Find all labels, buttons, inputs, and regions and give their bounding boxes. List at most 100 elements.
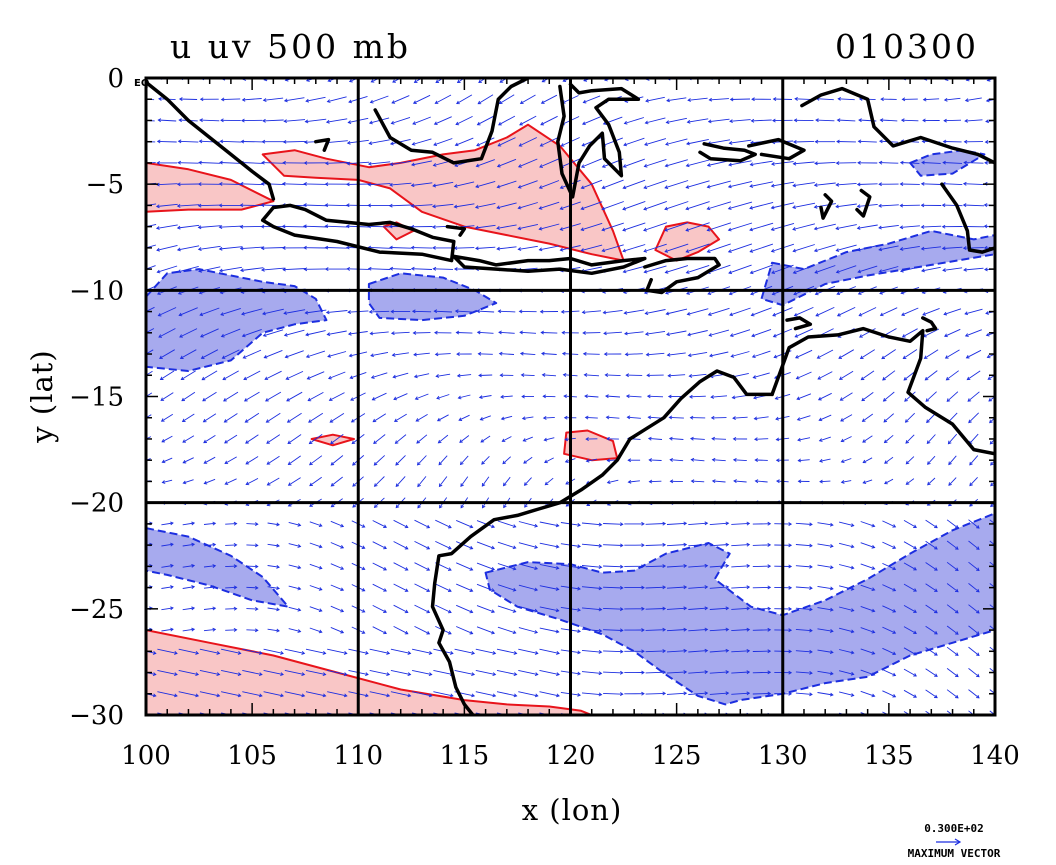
wind-vector — [728, 264, 752, 275]
wind-vector — [840, 479, 852, 484]
vector-shaft — [709, 650, 729, 653]
wind-vector — [729, 119, 751, 124]
vector-shaft — [478, 353, 493, 355]
wind-vector — [968, 668, 980, 678]
vector-shaft — [666, 607, 687, 610]
vector-shaft — [648, 437, 663, 440]
wind-vector — [964, 329, 982, 337]
vector-shaft — [986, 98, 995, 102]
vector-head — [990, 482, 994, 487]
vector-shaft — [946, 625, 959, 635]
vector-shaft — [731, 351, 750, 357]
vector-shaft — [645, 309, 666, 315]
vector-shaft — [926, 434, 936, 444]
vector-shaft — [156, 203, 178, 207]
wind-vector — [643, 179, 667, 190]
vector-shaft — [393, 541, 409, 550]
vector-shaft — [539, 542, 559, 548]
wind-vector — [943, 97, 961, 102]
wind-vector — [946, 710, 954, 715]
wind-vector — [813, 182, 836, 188]
wind-vector — [327, 648, 348, 655]
vector-head — [389, 245, 393, 250]
vector-head — [138, 97, 141, 100]
vector-head — [750, 291, 754, 296]
vector-shaft — [417, 476, 427, 487]
wind-vector — [540, 115, 558, 126]
wind-vector — [731, 627, 751, 632]
wind-vector — [733, 479, 747, 483]
vector-shaft — [645, 650, 666, 653]
vector-head — [218, 246, 223, 251]
wind-vector — [946, 604, 959, 614]
vector-head — [325, 119, 330, 124]
wind-vector — [457, 394, 471, 400]
wind-vector — [727, 243, 753, 253]
wind-vector — [752, 521, 772, 526]
vector-head — [626, 415, 631, 420]
vector-head — [239, 181, 244, 186]
wind-vector — [946, 625, 959, 635]
vector-head — [220, 333, 225, 338]
wind-vector — [306, 371, 325, 380]
vector-head — [976, 652, 980, 657]
vector-shaft — [925, 540, 938, 550]
vector-shaft — [582, 310, 602, 313]
wind-vector — [968, 625, 980, 635]
vector-shaft — [882, 647, 896, 655]
wind-vector — [752, 585, 772, 590]
wind-vector — [242, 349, 262, 359]
wind-vector — [136, 244, 157, 252]
vector-head — [619, 607, 624, 612]
vector-head — [997, 589, 1000, 592]
vector-head — [239, 246, 244, 251]
x-tick-label: 100 — [121, 741, 171, 771]
vector-head — [686, 141, 690, 146]
vector-head — [815, 313, 820, 317]
vector-shaft — [581, 649, 602, 653]
vector-head — [176, 204, 181, 208]
wind-vector — [690, 436, 705, 441]
vector-shaft — [944, 328, 961, 337]
vector-head — [436, 417, 441, 422]
vector-shaft — [199, 648, 220, 654]
vector-head — [829, 671, 834, 676]
vector-head — [254, 585, 259, 590]
vector-head — [598, 692, 603, 697]
negative-anomaly-region — [146, 527, 290, 608]
wind-vector — [182, 457, 194, 464]
vector-head — [746, 521, 751, 526]
vector-shaft — [900, 225, 920, 228]
vector-shaft — [862, 457, 873, 463]
wind-vector — [941, 203, 963, 208]
vector-head — [725, 585, 730, 589]
vector-head — [136, 249, 139, 252]
wind-vector — [581, 522, 603, 527]
vector-shaft — [968, 604, 980, 614]
vector-shaft — [478, 78, 487, 83]
wind-vector — [518, 648, 539, 655]
wind-vector — [899, 160, 920, 165]
wind-vector — [539, 648, 560, 655]
vector-head — [304, 140, 308, 145]
vector-head — [498, 121, 502, 126]
wind-vector — [581, 565, 603, 570]
vector-head — [850, 565, 855, 570]
vector-head — [730, 354, 735, 358]
vector-shaft — [860, 648, 875, 655]
vector-shaft — [965, 119, 983, 122]
vector-head — [913, 524, 917, 528]
vector-head — [303, 182, 307, 186]
vector-shaft — [795, 650, 813, 653]
vector-head — [815, 118, 819, 123]
wind-vector — [581, 607, 603, 612]
wind-vector — [927, 455, 936, 465]
vector-shaft — [819, 480, 831, 483]
vector-head — [500, 394, 504, 399]
vector-head — [241, 97, 246, 102]
wind-vector — [410, 204, 433, 208]
vector-head — [904, 419, 909, 423]
wind-vector — [840, 458, 852, 463]
vector-shaft — [539, 627, 559, 633]
vector-head — [585, 458, 590, 463]
